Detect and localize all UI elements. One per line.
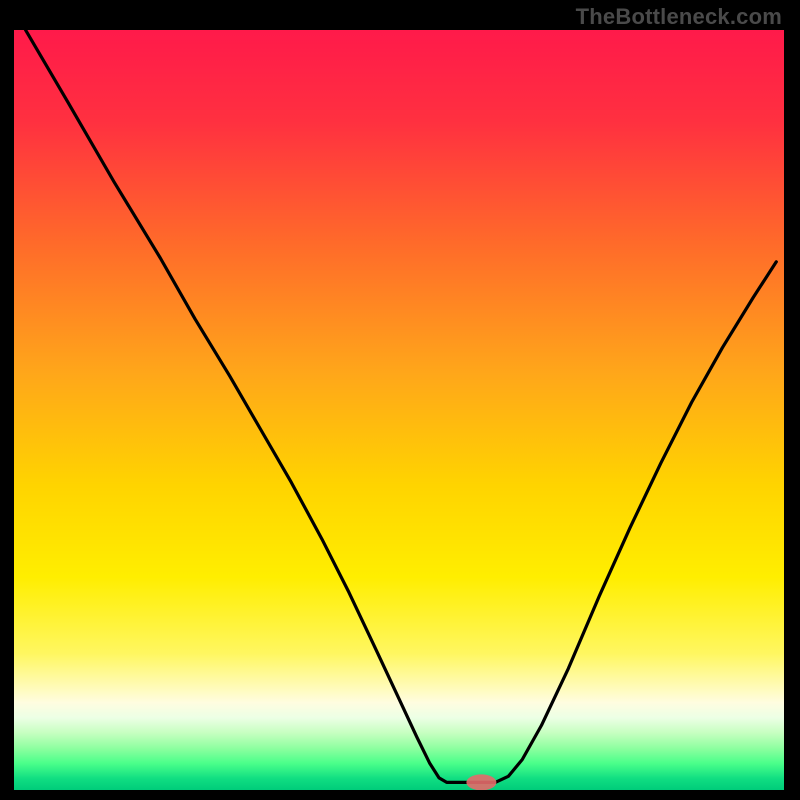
minimum-marker xyxy=(466,774,496,790)
chart-canvas: TheBottleneck.com xyxy=(0,0,800,800)
gradient-background xyxy=(14,30,784,790)
watermark-text: TheBottleneck.com xyxy=(576,4,782,30)
bottleneck-chart xyxy=(14,30,784,790)
